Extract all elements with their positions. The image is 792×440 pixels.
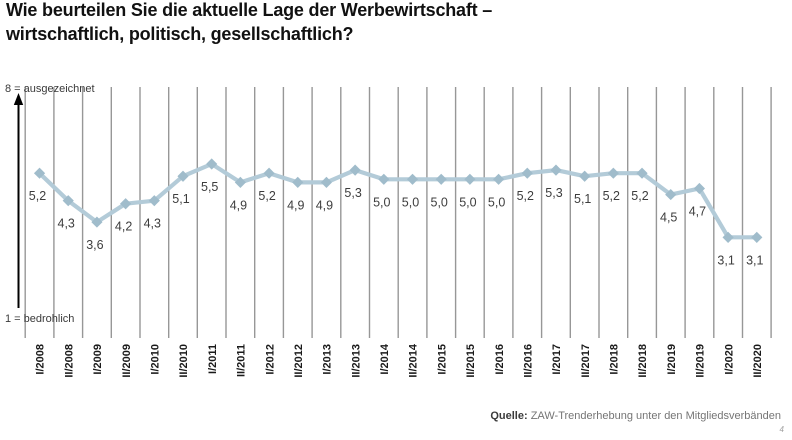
data-point-marker: [693, 182, 706, 195]
category-label: II/2019: [695, 344, 707, 378]
data-point-marker: [435, 173, 447, 185]
y-axis-max-label: 8 = ausgezeichnet: [5, 83, 95, 95]
category-label: I/2013: [322, 344, 334, 375]
category-label: I/2019: [666, 344, 678, 375]
data-point-marker: [177, 170, 189, 182]
category-label: I/2011: [207, 344, 219, 374]
category-label: II/2014: [408, 343, 420, 378]
data-point-marker: [91, 216, 103, 228]
value-label: 5,2: [258, 189, 275, 203]
value-label: 4,3: [144, 217, 161, 231]
data-point-marker: [751, 231, 763, 243]
data-point-marker: [33, 167, 46, 179]
source-text: ZAW-Trenderhebung unter den Mitgliedsver…: [527, 410, 781, 422]
data-point-marker: [62, 195, 74, 207]
data-point-marker: [349, 164, 361, 176]
data-point-marker: [148, 195, 160, 207]
value-label: 5,0: [459, 195, 476, 209]
value-label: 4,9: [230, 198, 247, 212]
value-label: 5,0: [488, 195, 505, 209]
category-label: II/2010: [178, 344, 190, 378]
data-point-marker: [492, 173, 505, 185]
value-label: 5,2: [517, 189, 534, 203]
value-label: 5,2: [603, 189, 620, 203]
value-label: 4,3: [58, 217, 75, 231]
value-label: 4,5: [660, 211, 677, 225]
category-label: I/2015: [436, 344, 448, 375]
data-point-marker: [120, 198, 132, 210]
category-label: II/2020: [752, 344, 764, 378]
value-label: 5,1: [172, 192, 189, 206]
category-label: II/2009: [121, 344, 133, 378]
value-label: 3,1: [746, 253, 763, 267]
category-label: II/2008: [63, 344, 75, 378]
source-note: Quelle: ZAW-Trenderhebung unter den Mitg…: [490, 410, 781, 422]
data-point-marker: [607, 167, 619, 179]
y-axis-min-label: 1 = bedrohlich: [5, 313, 75, 325]
value-label: 5,5: [201, 180, 218, 194]
category-label: II/2012: [293, 344, 305, 378]
value-label: 5,2: [631, 189, 648, 203]
data-point-marker: [665, 188, 677, 201]
data-point-marker: [206, 158, 218, 170]
page-number: 4: [779, 425, 784, 434]
value-label: 5,3: [545, 186, 562, 200]
category-label: II/2013: [350, 344, 362, 378]
value-label: 5,0: [373, 195, 390, 209]
data-point-marker: [292, 176, 304, 188]
value-label: 4,2: [115, 220, 132, 234]
data-point-marker: [378, 173, 390, 185]
category-label: II/2016: [523, 344, 535, 378]
category-label: II/2015: [465, 344, 477, 378]
page-title: Wie beurteilen Sie die aktuelle Lage der…: [6, 0, 492, 46]
source-prefix: Quelle:: [490, 410, 528, 422]
data-point-marker: [464, 173, 476, 185]
value-label: 5,0: [431, 195, 448, 209]
category-label: I/2012: [264, 344, 276, 375]
page-title-line2: wirtschaftlich, politisch, gesellschaftl…: [6, 24, 354, 44]
data-point-marker: [636, 167, 648, 179]
data-point-marker: [722, 231, 734, 243]
category-label: I/2018: [609, 344, 621, 375]
data-point-marker: [550, 164, 562, 176]
value-label: 4,9: [287, 198, 304, 212]
data-point-marker: [320, 176, 333, 188]
value-label: 5,0: [402, 195, 419, 209]
category-label: I/2017: [551, 344, 563, 375]
value-label: 4,9: [316, 198, 333, 212]
category-label: I/2016: [494, 344, 506, 375]
category-label: I/2010: [150, 344, 162, 375]
category-label: II/2017: [580, 344, 592, 378]
value-label: 5,1: [574, 192, 591, 206]
category-label: I/2020: [723, 344, 735, 375]
data-point-marker: [521, 167, 533, 179]
value-label: 4,7: [689, 205, 706, 219]
y-axis-arrow-head: [13, 93, 24, 105]
category-label: I/2009: [92, 344, 104, 375]
category-label: II/2011: [236, 344, 248, 377]
data-point-marker: [263, 167, 275, 179]
category-label: II/2018: [637, 344, 649, 378]
data-point-marker: [406, 173, 419, 185]
category-label: I/2008: [35, 344, 47, 375]
value-label: 5,2: [29, 189, 46, 203]
data-point-marker: [579, 170, 591, 182]
value-label: 3,6: [86, 238, 103, 252]
value-label: 3,1: [717, 253, 734, 267]
value-label: 5,3: [344, 186, 361, 200]
data-point-marker: [234, 176, 246, 188]
category-label: I/2014: [379, 343, 391, 374]
page-title-line1: Wie beurteilen Sie die aktuelle Lage der…: [6, 0, 493, 20]
